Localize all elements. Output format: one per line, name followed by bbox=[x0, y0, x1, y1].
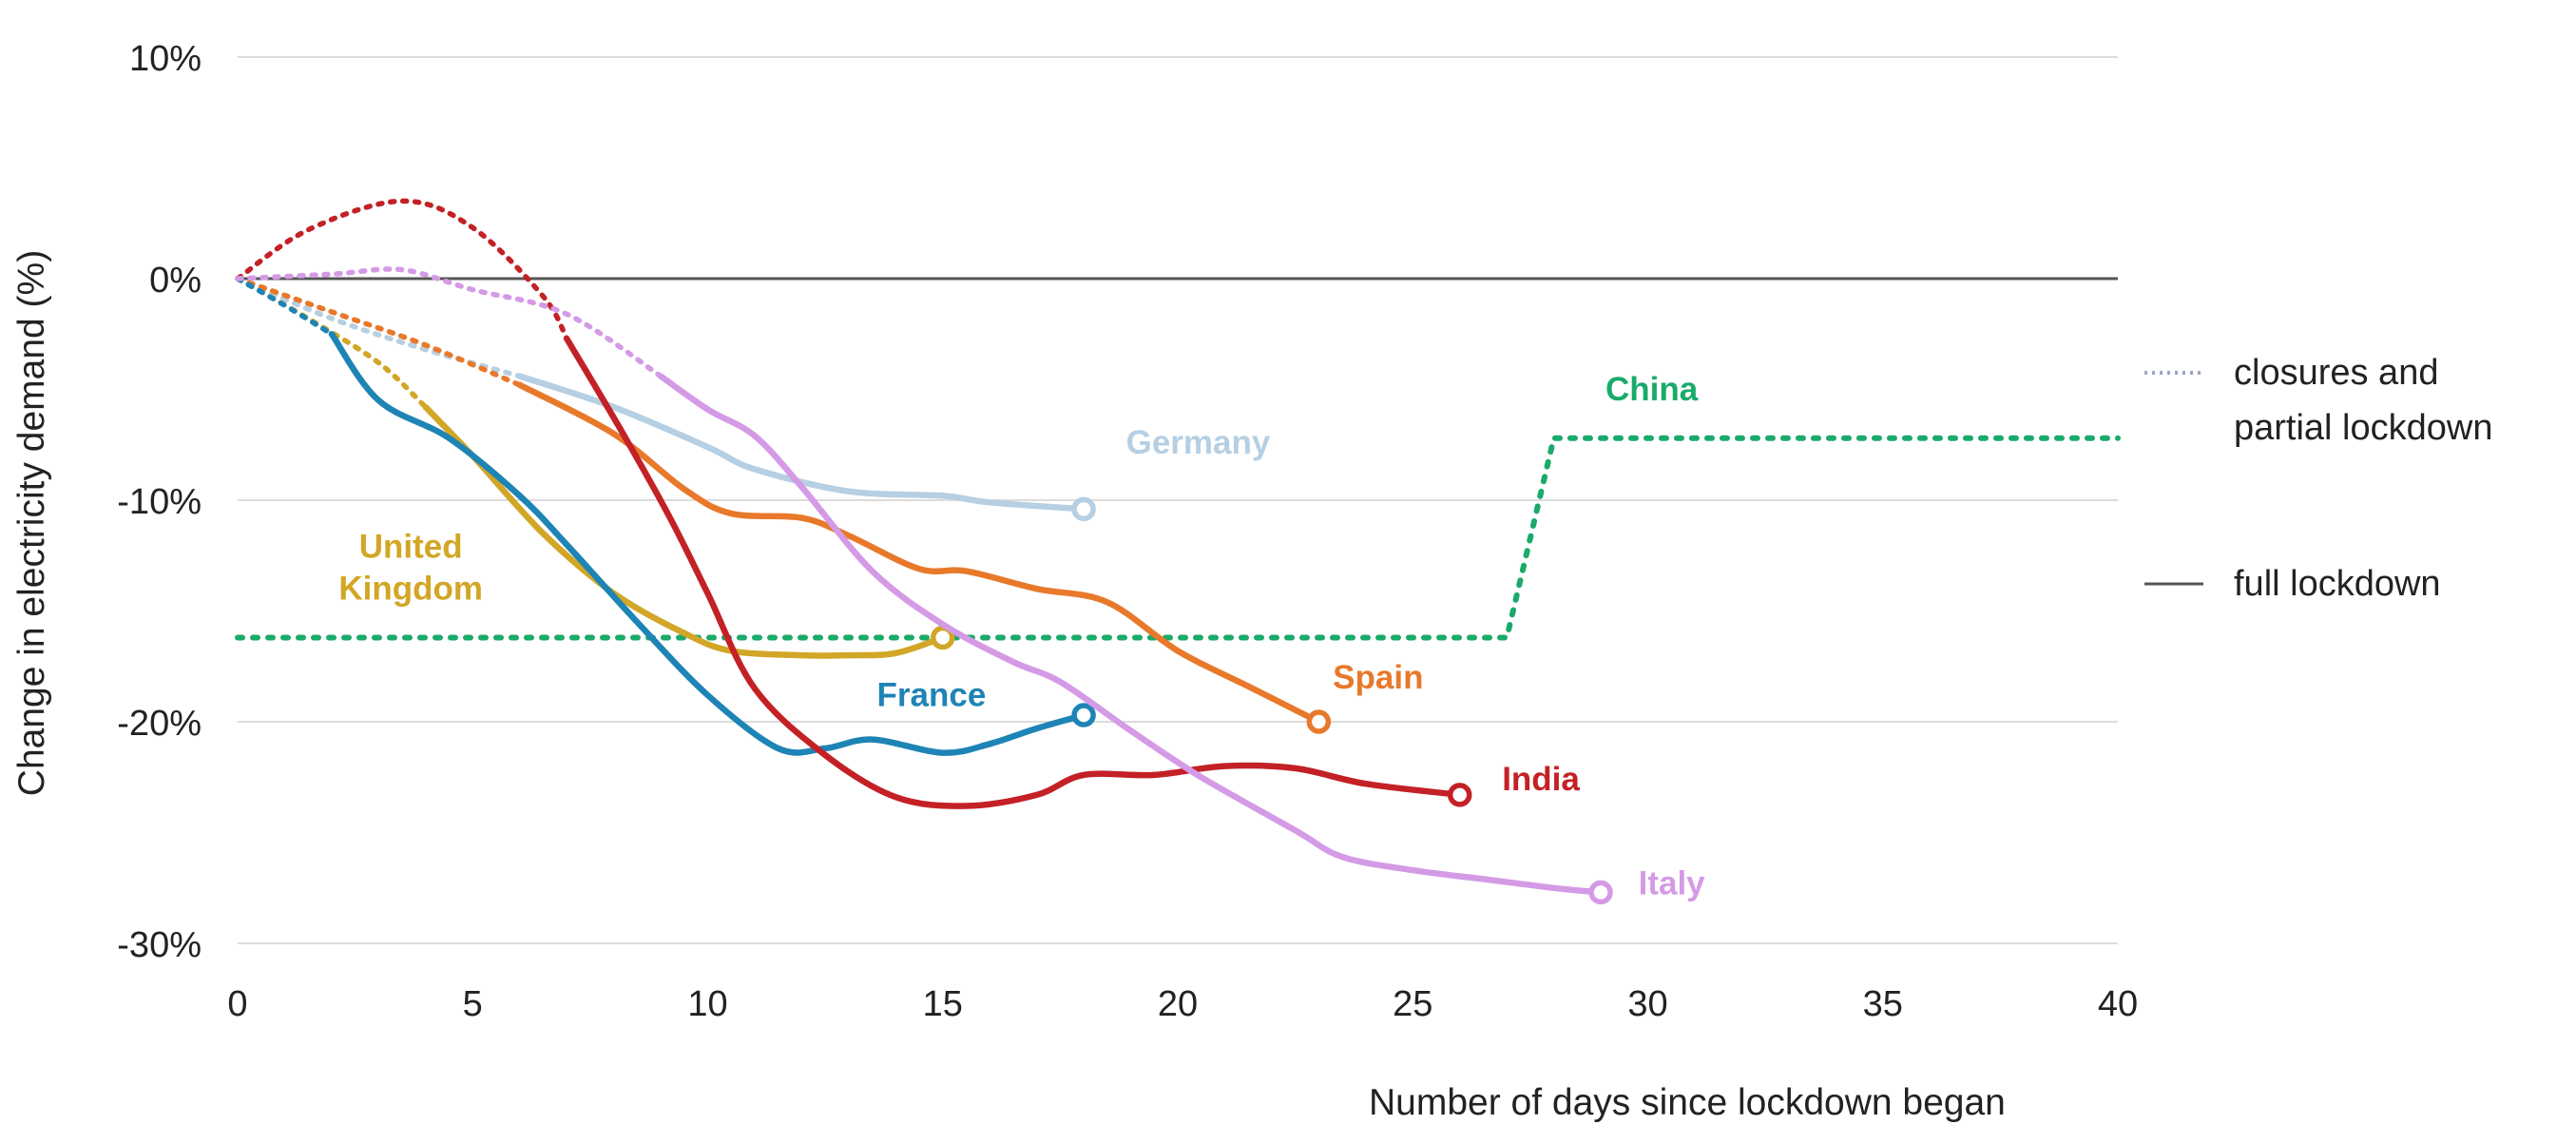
series-label-france: France bbox=[877, 677, 987, 714]
series-label-italy: Italy bbox=[1639, 865, 1706, 902]
series-france-partial-line bbox=[235, 276, 335, 338]
series-italy-full-line bbox=[657, 373, 1605, 896]
series-india-partial-line bbox=[235, 198, 569, 341]
legend-label: closures and partial lockdown bbox=[2234, 353, 2492, 448]
series-china bbox=[235, 435, 2121, 641]
x-axis-ticks: 0 5 10 15 20 25 30 35 40 bbox=[227, 984, 2138, 1024]
series-labels: China Germany Spain United Kingdom France Indi… bbox=[338, 371, 1705, 902]
y-tick-label: -30% bbox=[117, 925, 202, 965]
series-germany-partial-line bbox=[235, 276, 523, 379]
y-axis-ticks: 10% 0% -10% -20% -30% bbox=[117, 39, 202, 965]
series-spain-partial-line bbox=[235, 276, 523, 388]
x-tick-label: 30 bbox=[1627, 984, 1667, 1024]
series-germany bbox=[235, 276, 1096, 522]
series-france-full-line bbox=[328, 331, 1087, 756]
legend-label: full lockdown bbox=[2234, 564, 2441, 604]
series-united-kingdom-partial-line bbox=[235, 276, 429, 410]
series-china-partial-line bbox=[235, 435, 2121, 641]
legend: closures and partial lockdown full lockdow… bbox=[2144, 353, 2492, 604]
series-label-india: India bbox=[1502, 761, 1580, 798]
series-label-china: China bbox=[1605, 371, 1699, 408]
x-tick-label: 25 bbox=[1393, 984, 1432, 1024]
x-tick-label: 15 bbox=[923, 984, 963, 1024]
series-india-full-line bbox=[563, 335, 1463, 809]
series-india bbox=[235, 198, 1472, 809]
series-united-kingdom-end-marker bbox=[931, 625, 955, 650]
series-germany-full-line bbox=[516, 373, 1087, 513]
series-france-end-marker bbox=[1071, 703, 1096, 727]
series-spain-full-line bbox=[516, 381, 1322, 726]
series-france bbox=[235, 276, 1096, 756]
legend-item-dotted: closures and partial lockdown bbox=[2144, 353, 2492, 448]
y-axis-title: Change in electricity demand (%) bbox=[11, 250, 52, 796]
legend-item-solid: full lockdown bbox=[2144, 564, 2441, 604]
x-tick-label: 10 bbox=[687, 984, 727, 1024]
x-tick-label: 35 bbox=[1863, 984, 1903, 1024]
y-tick-label: 10% bbox=[129, 39, 202, 79]
series-italy-end-marker bbox=[1588, 880, 1613, 905]
x-tick-label: 0 bbox=[227, 984, 247, 1024]
y-tick-label: -10% bbox=[117, 482, 202, 522]
series-italy bbox=[235, 266, 1613, 905]
x-axis-title: Number of days since lockdown began bbox=[1369, 1082, 2006, 1123]
series-india-end-marker bbox=[1447, 783, 1472, 807]
x-tick-label: 40 bbox=[2098, 984, 2138, 1024]
series-spain bbox=[235, 276, 1332, 734]
gridlines bbox=[238, 56, 2118, 944]
series-layer bbox=[235, 198, 2121, 905]
x-tick-label: 5 bbox=[463, 984, 483, 1024]
series-germany-end-marker bbox=[1071, 496, 1096, 522]
series-united-kingdom-full-line bbox=[422, 403, 947, 659]
series-label-germany: Germany bbox=[1126, 424, 1271, 461]
series-united-kingdom bbox=[235, 276, 955, 659]
series-label-united-kingdom: United Kingdom bbox=[338, 529, 483, 608]
series-italy-partial-line bbox=[235, 266, 663, 379]
y-tick-label: 0% bbox=[149, 261, 202, 301]
series-spain-end-marker bbox=[1306, 709, 1332, 734]
y-tick-label: -20% bbox=[117, 704, 202, 744]
series-label-spain: Spain bbox=[1333, 659, 1423, 696]
x-tick-label: 20 bbox=[1158, 984, 1198, 1024]
